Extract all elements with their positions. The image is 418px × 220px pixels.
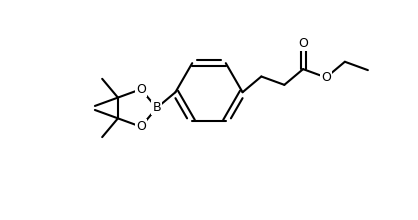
Text: O: O — [298, 37, 308, 50]
Text: O: O — [321, 71, 331, 84]
Text: O: O — [136, 83, 146, 96]
Text: B: B — [152, 101, 161, 114]
Text: O: O — [136, 120, 146, 133]
